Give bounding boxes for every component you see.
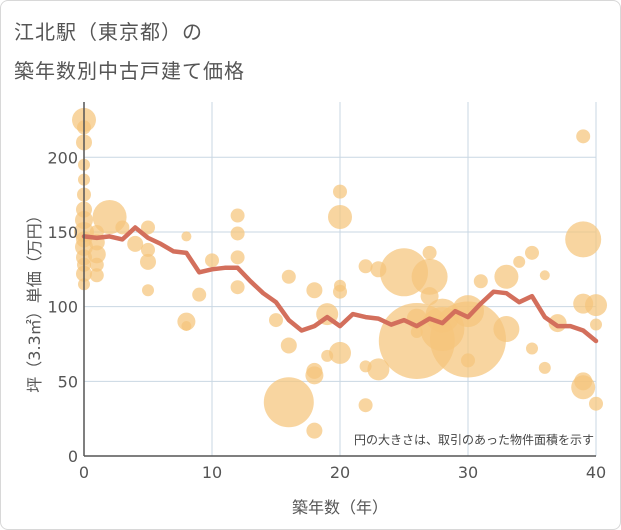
bubble-point <box>589 396 603 411</box>
x-tick-label: 0 <box>79 463 89 482</box>
average-price-line <box>81 225 599 344</box>
bubble-point <box>539 270 550 281</box>
chart-title-line1: 江北駅（東京都）の <box>14 20 203 44</box>
x-tick-label: 20 <box>330 463 350 482</box>
y-axis-label: 坪（3.3㎡）単価（万円） <box>25 207 44 392</box>
bubble-point <box>494 264 519 289</box>
bubble-point <box>230 250 245 265</box>
average-line-series <box>81 225 599 344</box>
bubble-point <box>573 293 594 314</box>
bubble-point <box>263 377 314 428</box>
bubble-point <box>89 268 104 283</box>
bubble-point <box>452 295 484 328</box>
bubble-point <box>87 245 106 264</box>
bubble-point <box>140 253 156 270</box>
y-tick-label: 150 <box>47 223 78 242</box>
bubble-point <box>306 362 323 379</box>
bubble-point <box>281 269 296 284</box>
bubble-point <box>334 279 346 292</box>
bubble-point <box>493 316 520 343</box>
bubble-point <box>230 226 245 241</box>
x-tick-label: 30 <box>458 463 478 482</box>
bubble-point <box>410 326 423 339</box>
size-annotation: 円の大きさは、取引のあった物件面積を示す <box>354 432 594 447</box>
bubble-point <box>280 337 297 354</box>
bubble-point <box>329 341 351 364</box>
bubble-point <box>370 261 387 278</box>
bubble-point <box>333 184 347 199</box>
bubble-point <box>306 282 323 299</box>
bubble-point <box>181 231 192 242</box>
axes: 0 10 20 30 40 0 50 100 150 200 <box>47 102 606 482</box>
bubble-point <box>576 129 591 144</box>
bubble-point <box>321 349 334 362</box>
bubble-point <box>328 205 352 230</box>
bubble-point <box>181 321 192 332</box>
bubble-point <box>142 284 154 297</box>
bubble-point <box>473 274 488 289</box>
bubble-point <box>422 245 437 260</box>
chart-title-line2: 築年数別中古戸建て価格 <box>14 59 245 83</box>
grid <box>84 102 597 456</box>
bubble-point <box>513 255 526 268</box>
x-tick-label: 10 <box>202 463 222 482</box>
bubble-point <box>359 360 372 373</box>
y-tick-label: 100 <box>47 298 78 317</box>
bubble-point <box>574 372 593 391</box>
bubble-point <box>89 257 104 272</box>
bubble-point <box>425 298 460 333</box>
bubble-point <box>358 398 373 413</box>
bubble-point <box>115 220 130 235</box>
bubble-point <box>141 220 155 235</box>
y-tick-label: 0 <box>68 447 78 466</box>
bubble-point <box>525 245 539 260</box>
bubble-point <box>565 221 602 258</box>
bubble-point <box>367 358 390 381</box>
y-tick-label: 200 <box>47 148 78 167</box>
bubble-point <box>205 253 219 268</box>
bubble-point <box>358 259 373 274</box>
x-axis-label: 築年数（年） <box>292 498 388 517</box>
x-tick-label: 40 <box>586 463 606 482</box>
bubble-point <box>127 235 144 252</box>
bubble-point <box>411 258 448 295</box>
bubble-point <box>230 208 245 223</box>
bubble-point <box>526 342 538 355</box>
bubble-point <box>538 361 551 374</box>
bubble-point <box>141 242 155 257</box>
bubble-point <box>192 287 207 302</box>
y-tick-label: 50 <box>58 372 78 391</box>
bubble-point <box>461 353 475 368</box>
bubble-point <box>269 313 283 328</box>
bubble-point <box>420 287 439 306</box>
bubble-point <box>590 318 602 331</box>
bubble-point <box>306 422 323 439</box>
bubble-point <box>230 280 245 295</box>
